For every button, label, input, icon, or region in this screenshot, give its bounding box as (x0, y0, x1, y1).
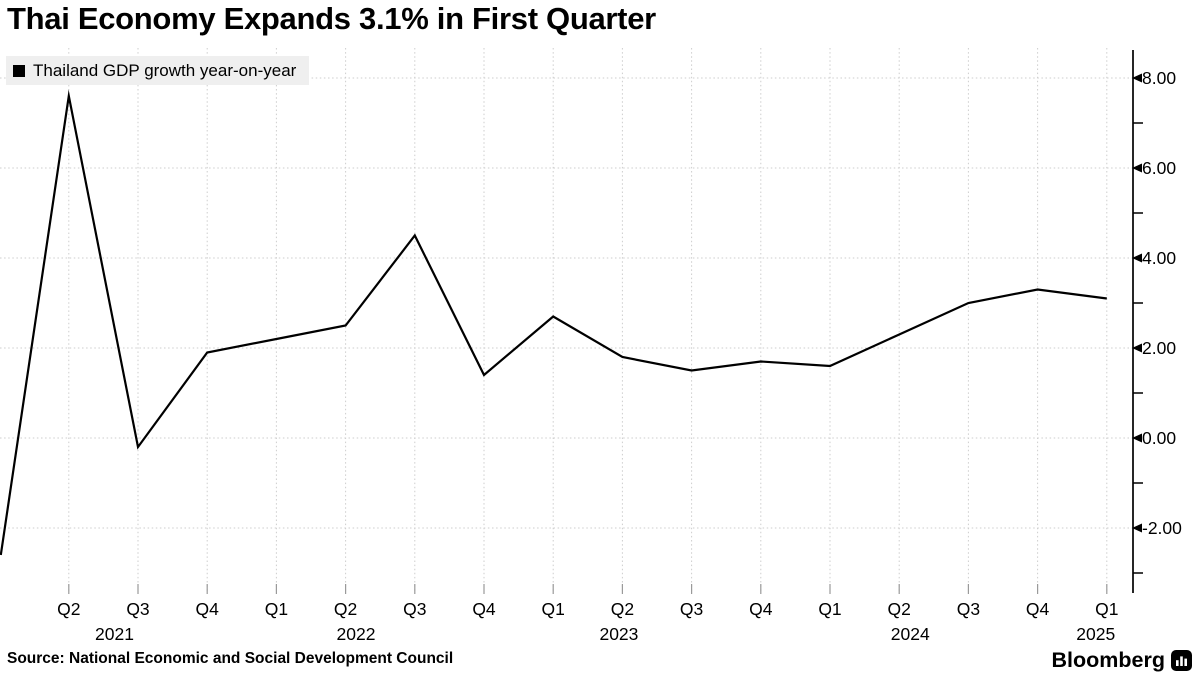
x-tick-label: Q1 (265, 599, 288, 619)
year-label: 2023 (599, 624, 638, 644)
y-axis-major-tick (1132, 163, 1142, 173)
legend-swatch-icon (13, 64, 25, 77)
legend-label: Thailand GDP growth year-on-year (33, 60, 297, 80)
x-tick-label: Q3 (403, 599, 426, 619)
x-tick-label: Q1 (818, 599, 841, 619)
x-tick-label: Q4 (196, 599, 220, 619)
year-label: 2022 (337, 624, 376, 644)
year-label: 2021 (95, 624, 134, 644)
y-tick-label: -2.00 (1142, 518, 1182, 538)
year-label: 2024 (891, 624, 930, 644)
x-tick-label: Q2 (334, 599, 357, 619)
x-tick-label: Q2 (888, 599, 911, 619)
bloomberg-wordmark: Bloomberg (1051, 648, 1165, 672)
x-tick-label: Q4 (749, 599, 773, 619)
year-label: 2025 (1076, 624, 1115, 644)
y-tick-label: 2.00 (1142, 338, 1176, 358)
y-axis-major-tick (1132, 253, 1142, 263)
bloomberg-logo: Bloomberg (1052, 648, 1192, 673)
x-tick-label: Q4 (1026, 599, 1050, 619)
x-tick-label: Q4 (472, 599, 496, 619)
gdp-line-series (0, 89, 1107, 556)
y-tick-label: 4.00 (1142, 248, 1176, 268)
y-axis-major-tick (1132, 343, 1142, 353)
page-title: Thai Economy Expands 3.1% in First Quart… (7, 1, 656, 36)
x-tick-label: Q1 (1095, 599, 1118, 619)
x-tick-label: Q2 (611, 599, 634, 619)
y-axis-major-tick (1132, 73, 1142, 83)
x-tick-label: Q1 (542, 599, 565, 619)
x-tick-label: Q3 (680, 599, 703, 619)
x-tick-label: Q3 (126, 599, 149, 619)
y-tick-label: 6.00 (1142, 158, 1176, 178)
legend: Thailand GDP growth year-on-year (6, 56, 310, 85)
y-tick-label: 0.00 (1142, 428, 1176, 448)
source-note: Source: National Economic and Social Dev… (7, 650, 454, 667)
x-tick-label: Q2 (57, 599, 80, 619)
y-tick-label: 8.00 (1142, 68, 1176, 88)
x-tick-label: Q3 (957, 599, 980, 619)
y-axis-major-tick (1132, 523, 1142, 533)
y-axis-major-tick (1132, 433, 1142, 443)
bloomberg-bars-icon (1171, 650, 1192, 671)
